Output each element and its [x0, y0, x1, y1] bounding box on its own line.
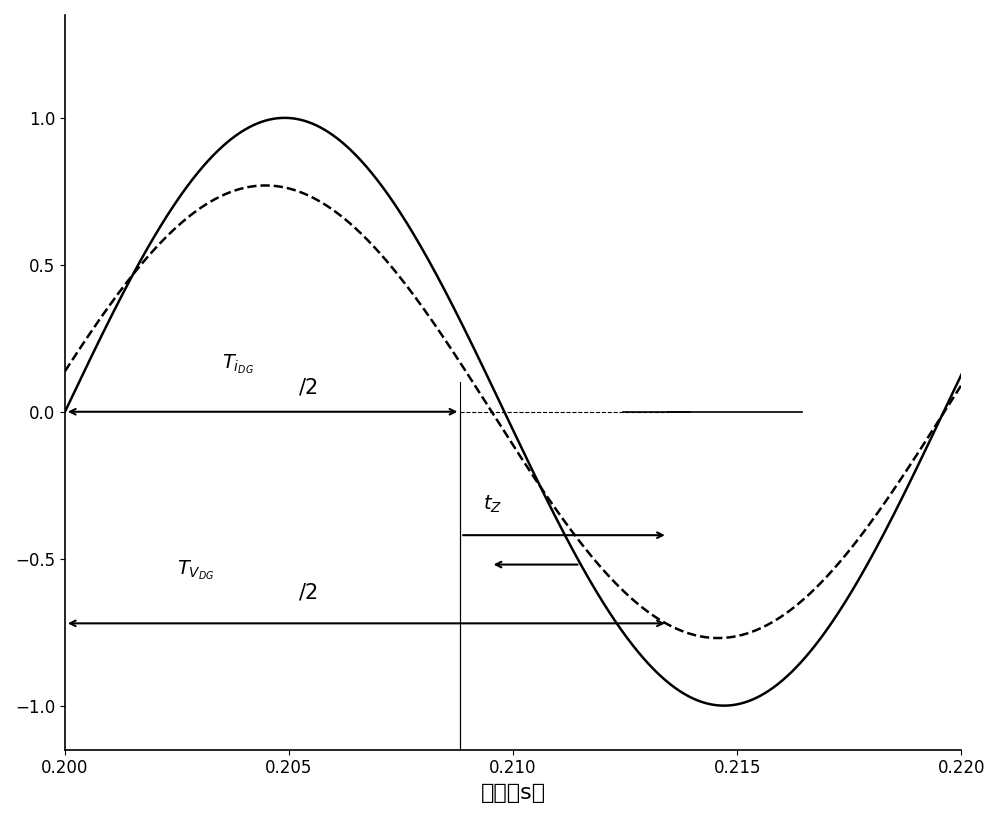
Text: $/2$: $/2$ [298, 376, 317, 397]
Text: $/2$: $/2$ [298, 582, 317, 603]
Text: $T_{V_{DG}}$: $T_{V_{DG}}$ [177, 559, 215, 582]
Text: $t_Z$: $t_Z$ [483, 493, 502, 515]
Text: $T_{i_{DG}}$: $T_{i_{DG}}$ [222, 353, 254, 376]
X-axis label: 时间（s）: 时间（s） [481, 783, 546, 803]
